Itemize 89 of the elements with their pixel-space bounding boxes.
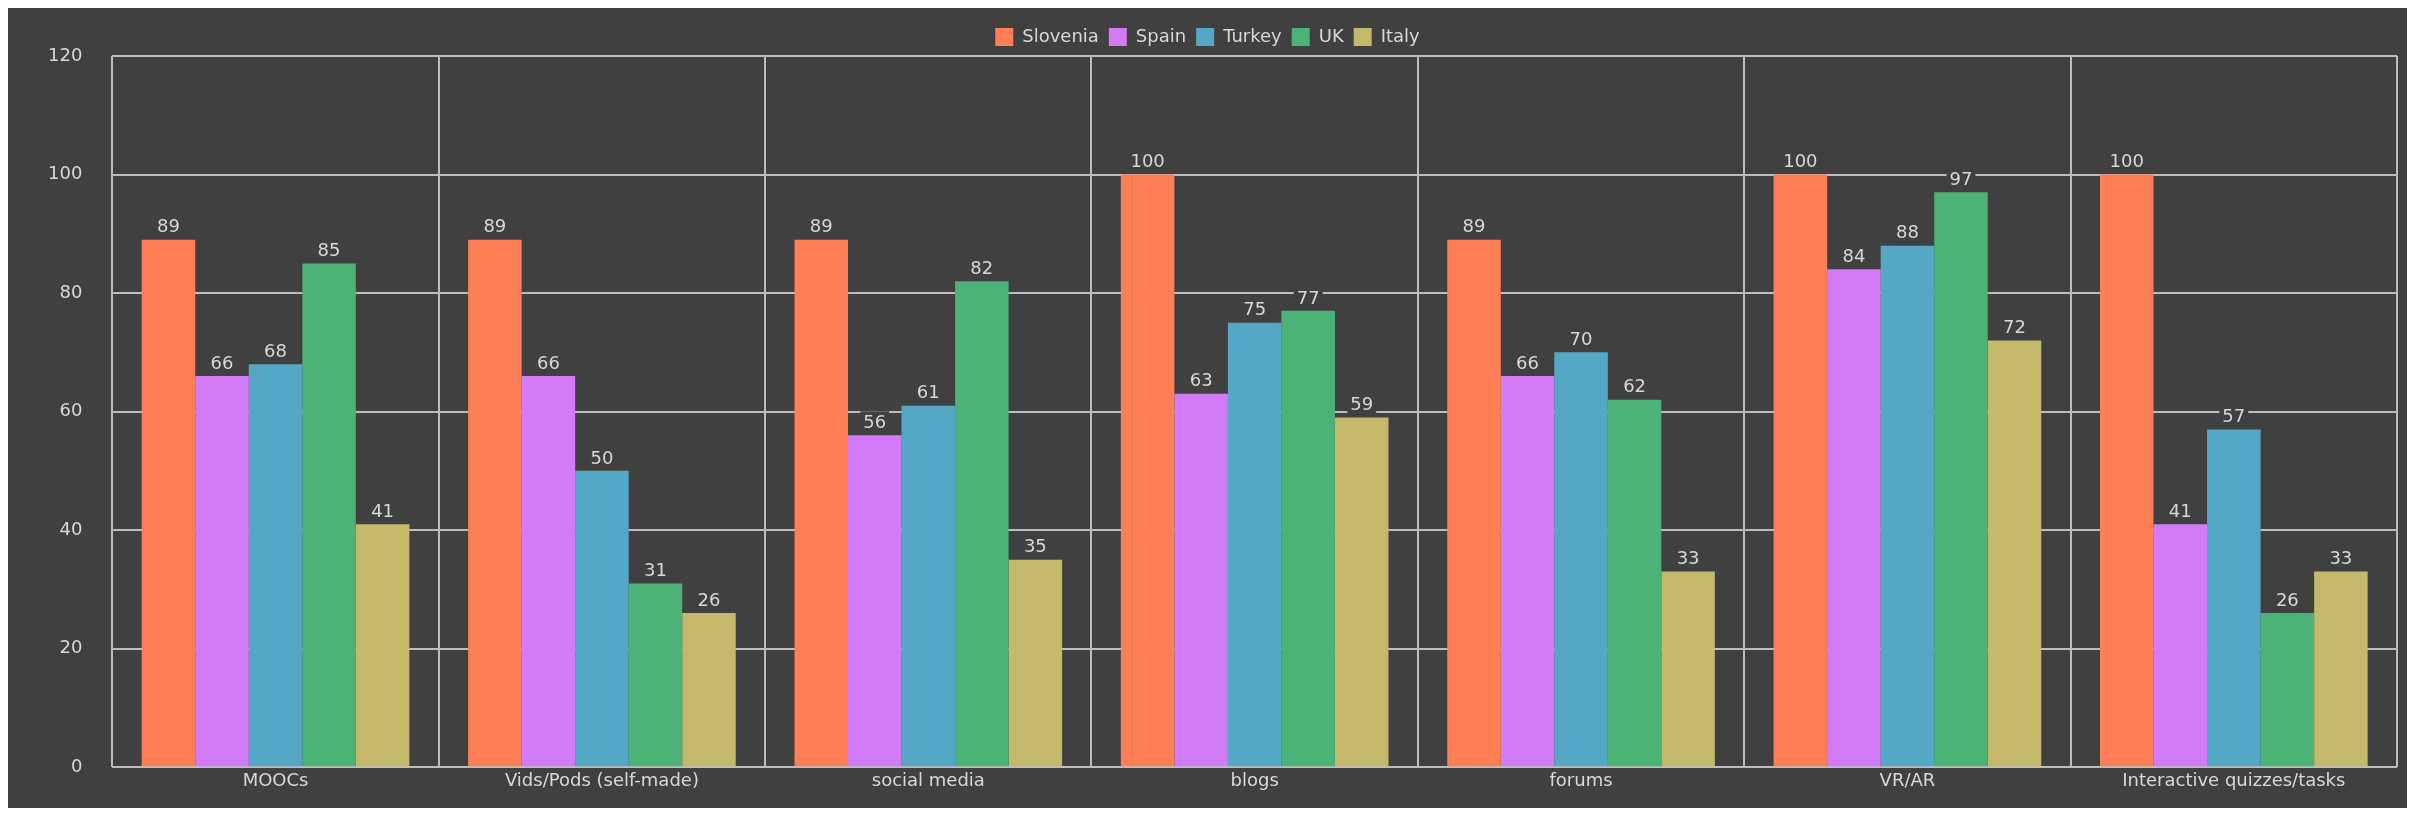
data-label: 66	[1516, 351, 1539, 373]
data-label: 89	[157, 215, 180, 237]
data-label: 26	[697, 588, 721, 610]
bar	[901, 405, 956, 767]
data-label: 68	[264, 339, 287, 361]
x-tick-label: forums	[1549, 768, 1613, 790]
legend-label: Turkey	[1222, 24, 1283, 46]
data-label: 66	[536, 351, 560, 373]
y-tick-label: 80	[59, 280, 83, 302]
data-label: 31	[644, 559, 667, 581]
data-label: 41	[2168, 499, 2192, 521]
data-label: 75	[1243, 298, 1267, 320]
data-label: 26	[2275, 588, 2299, 610]
data-label: 35	[1023, 535, 1047, 557]
y-tick-label: 60	[59, 399, 83, 421]
bar	[2153, 524, 2208, 767]
bar	[2207, 429, 2261, 767]
bar	[1008, 559, 1063, 767]
data-label: 100	[1783, 150, 1818, 172]
data-label: 82	[970, 256, 994, 278]
data-label: 59	[1350, 393, 1374, 415]
data-label: 56	[863, 410, 887, 432]
bar	[521, 376, 576, 767]
bar	[682, 613, 736, 767]
bar	[848, 435, 902, 767]
bar	[1987, 340, 2042, 767]
y-tick-label: 20	[59, 636, 83, 658]
bar	[1661, 571, 1715, 767]
data-label: 33	[1676, 547, 1700, 569]
bar	[2260, 613, 2315, 767]
legend-label: Slovenia	[1022, 24, 1099, 46]
bar	[1500, 376, 1555, 767]
y-tick-label: 40	[59, 517, 83, 539]
bar	[794, 239, 849, 767]
data-label: 89	[1462, 215, 1486, 237]
x-tick-label: blogs	[1230, 768, 1279, 790]
bar	[468, 239, 522, 767]
bar	[628, 583, 683, 767]
bar	[1447, 239, 1501, 767]
data-label: 50	[590, 446, 614, 468]
data-label: 85	[317, 239, 341, 261]
bar	[195, 376, 249, 767]
legend-label: UK	[1318, 24, 1345, 46]
bar	[2314, 571, 2368, 767]
bar	[302, 263, 356, 767]
bar	[1880, 245, 1935, 767]
data-label: 89	[809, 215, 833, 237]
bar	[1773, 174, 1828, 767]
bar	[1281, 310, 1335, 767]
x-tick-label: Vids/Pods (self-made)	[504, 768, 699, 790]
data-label: 88	[1895, 221, 1919, 243]
data-label: 61	[916, 381, 940, 403]
bar	[1227, 322, 1282, 767]
legend-label: Italy	[1380, 24, 1421, 46]
data-label: 100	[1130, 150, 1165, 172]
legend-label: Spain	[1135, 24, 1187, 46]
bar	[575, 470, 629, 767]
y-tick-label: 0	[70, 754, 83, 776]
bar	[1334, 417, 1389, 767]
y-tick-label: 120	[48, 43, 83, 65]
bar	[248, 364, 303, 767]
bar	[955, 281, 1009, 767]
data-label: 57	[2222, 405, 2246, 427]
data-label: 63	[1189, 369, 1213, 391]
data-label: 33	[2329, 547, 2353, 569]
data-label: 62	[1623, 375, 1647, 397]
data-label: 72	[2003, 316, 2026, 338]
data-label: 41	[371, 499, 395, 521]
bar	[355, 524, 410, 767]
data-label: 100	[2109, 150, 2144, 172]
x-tick-label: MOOCs	[242, 768, 309, 790]
x-tick-label: social media	[871, 768, 985, 790]
data-label: 89	[483, 215, 507, 237]
bar	[1174, 393, 1228, 767]
bar	[2100, 174, 2154, 767]
y-tick-label: 100	[48, 162, 83, 184]
data-label: 77	[1296, 286, 1320, 308]
data-label: 97	[1949, 167, 1973, 189]
data-label: 66	[210, 351, 234, 373]
data-label: 70	[1569, 328, 1593, 350]
bar	[1827, 269, 1881, 767]
bar	[1607, 399, 1662, 767]
x-tick-label: Interactive quizzes/tasks	[2122, 768, 2346, 790]
bar	[1554, 352, 1608, 767]
bar	[1120, 174, 1175, 767]
data-label: 84	[1842, 245, 1866, 267]
bar	[1934, 192, 1988, 767]
x-tick-label: VR/AR	[1879, 768, 1936, 790]
bar	[141, 239, 196, 767]
